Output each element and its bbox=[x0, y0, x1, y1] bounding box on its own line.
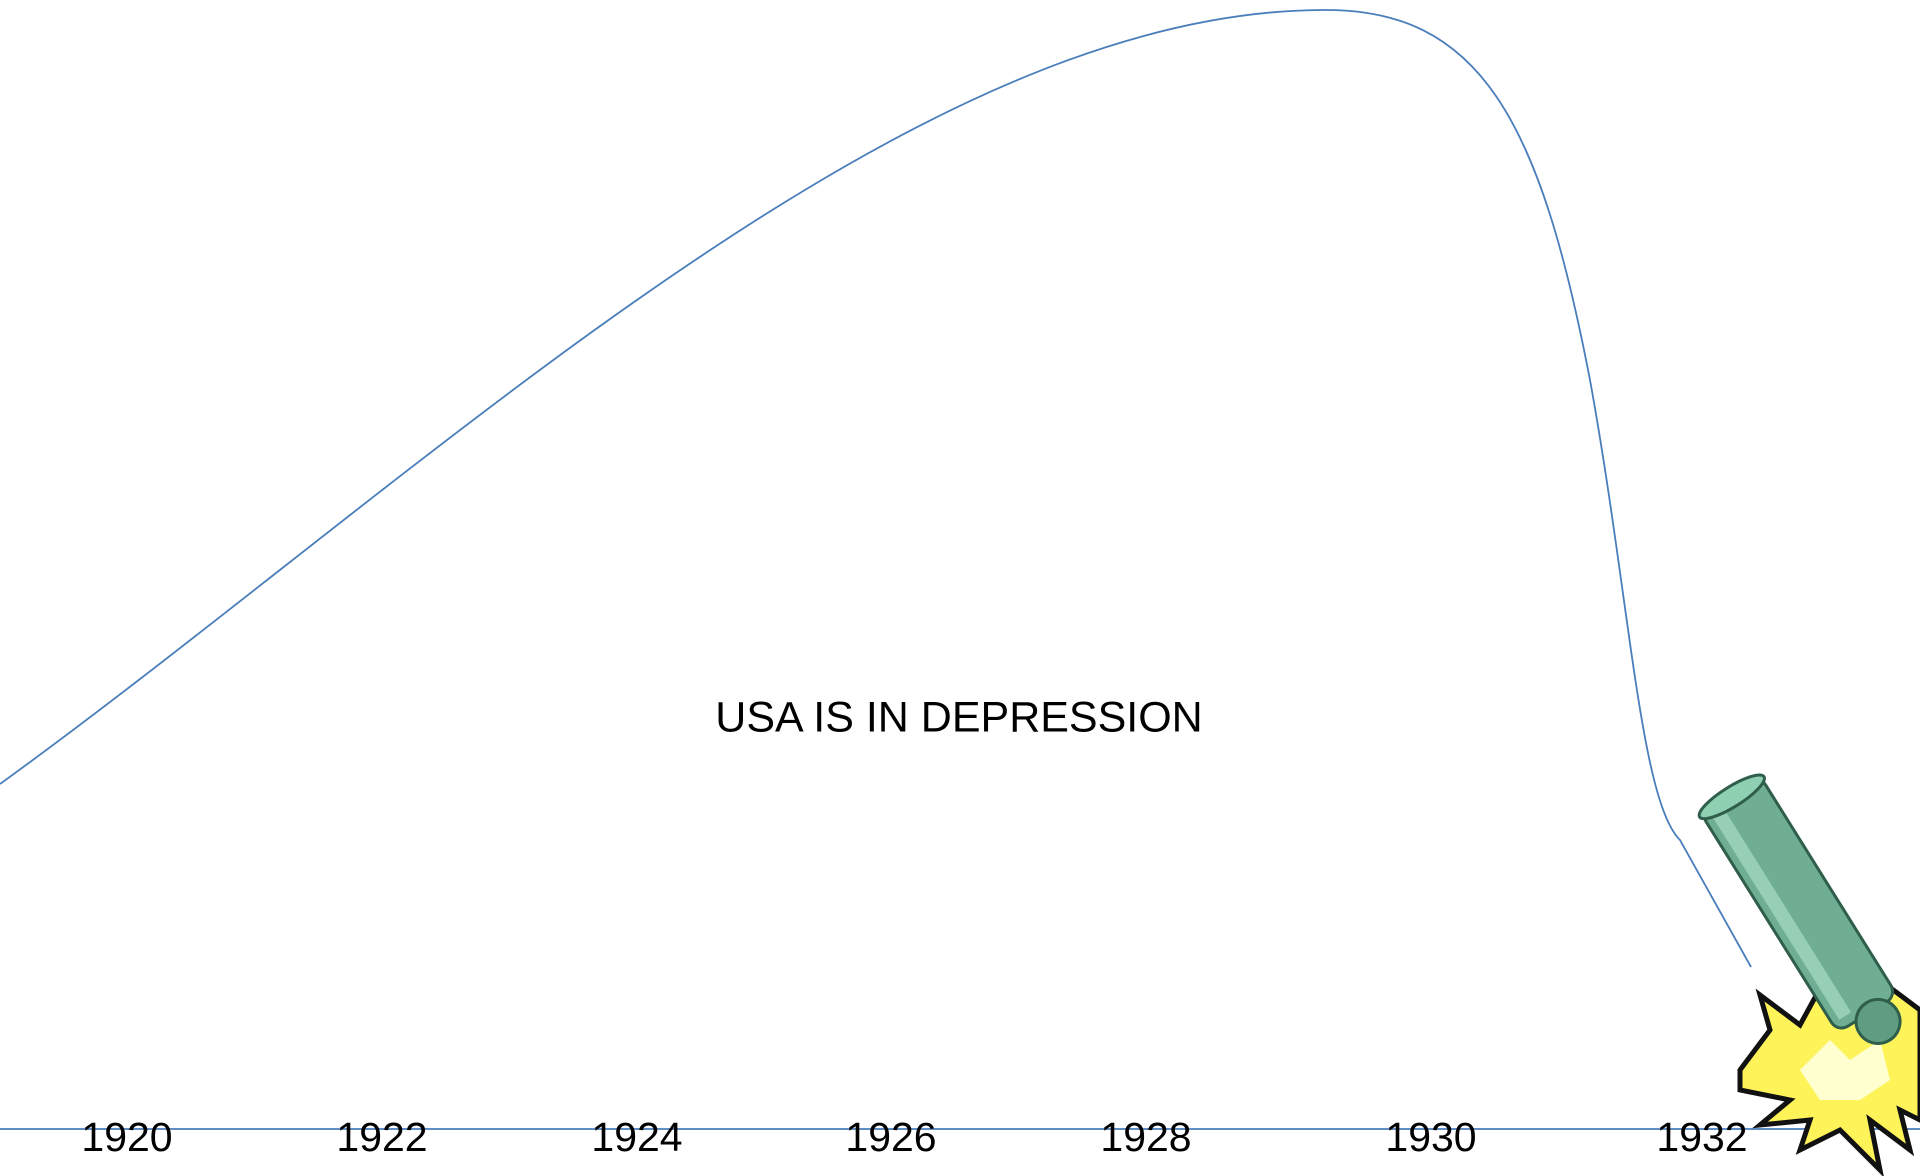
statue-base bbox=[1697, 773, 1766, 821]
year-label: 1922 bbox=[336, 1114, 427, 1160]
caption: USA IS IN DEPRESSION bbox=[715, 693, 1202, 741]
trend-curve bbox=[0, 9, 1752, 968]
year-label: 1926 bbox=[845, 1114, 936, 1160]
statue-body bbox=[1703, 777, 1895, 1030]
burst-core bbox=[1800, 1040, 1890, 1100]
statue-highlight bbox=[1712, 808, 1852, 1020]
year-label: 1932 bbox=[1656, 1114, 1747, 1160]
statue bbox=[1697, 773, 1902, 1045]
year-label: 1924 bbox=[591, 1114, 682, 1160]
year-label: 1920 bbox=[81, 1114, 172, 1160]
statue-head bbox=[1854, 997, 1902, 1045]
year-labels: 1920 1922 1924 1926 1928 1930 1932 bbox=[81, 1114, 1747, 1160]
year-label: 1928 bbox=[1100, 1114, 1191, 1160]
year-label: 1930 bbox=[1385, 1114, 1476, 1160]
